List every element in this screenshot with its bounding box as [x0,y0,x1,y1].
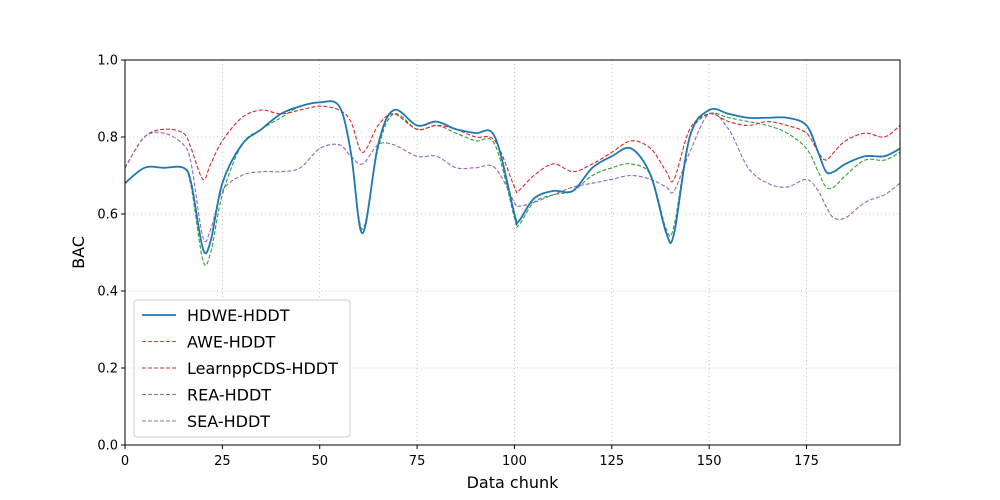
series-lines [124,100,901,266]
series-line-awe-hddt [124,100,901,266]
series-line-hdwe-hddt [124,100,901,255]
x-tick-label: 25 [214,454,231,469]
x-tick-label: 0 [121,454,129,469]
y-tick-label: 0.6 [97,208,118,223]
x-tick-label: 75 [409,454,426,469]
series-line-learnppcds-hddt [124,105,901,194]
legend-label-learnppcds-hddt: LearnppCDS-HDDT [187,359,338,378]
series-line-rea-hddt [124,112,901,243]
legend-label-awe-hddt: AWE-HDDT [187,333,275,352]
x-tick-label: 100 [502,454,527,469]
legend-label-sea-hddt: SEA-HDDT [187,412,270,431]
x-tick-label: 50 [311,454,328,469]
y-tick-label: 0.2 [97,362,118,377]
y-tick-label: 0.8 [97,131,118,146]
axis-ticks: 0 25 50 75 100 125 150 175 0.0 0.2 0.4 0.6 0.8 1.0 [97,54,819,470]
legend: HDWE-HDDT AWE-HDDT LearnppCDS-HDDT REA-HDDT… [133,299,351,438]
y-tick-label: 1.0 [97,54,118,69]
x-tick-label: 150 [697,454,722,469]
legend-label-hdwe-hddt: HDWE-HDDT [187,306,290,325]
grid [124,59,900,446]
x-axis-label: Data chunk [467,473,560,492]
plot-frame [124,59,901,446]
y-tick-label: 0.4 [97,285,118,300]
y-tick-label: 0.0 [97,439,118,454]
legend-label-rea-hddt: REA-HDDT [187,386,271,405]
y-axis-label: BAC [69,236,88,269]
legend-box [133,299,351,438]
x-tick-label: 125 [599,454,624,469]
x-tick-label: 175 [794,454,819,469]
